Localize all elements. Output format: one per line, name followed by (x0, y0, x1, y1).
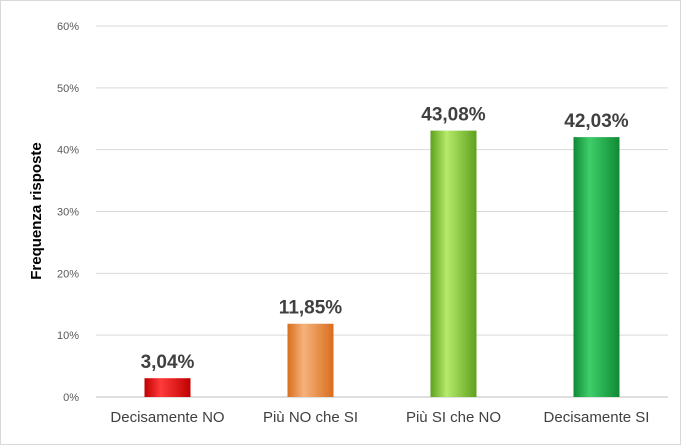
category-label-1: Decisamente NO (110, 409, 224, 426)
category-label-4: Decisamente SI (544, 409, 650, 426)
y-tick-label: 50% (57, 83, 79, 95)
category-label-3: Più SI che NO (406, 409, 501, 426)
y-tick-label: 20% (57, 268, 79, 280)
bar-2 (287, 323, 334, 397)
labels: 0% 10% 20% 30% 40% 50% 60% 3,04% Decisamente NO 1… (57, 21, 649, 426)
bar-4 (573, 137, 620, 397)
y-tick-label: 10% (57, 330, 79, 342)
y-axis-title: Frequenza risposte (28, 142, 45, 280)
y-tick-label: 40% (57, 145, 79, 157)
y-tick-label: 30% (57, 207, 79, 219)
data-label-3: 43,08% (421, 105, 486, 126)
bar-3 (430, 130, 477, 397)
gridlines (96, 25, 668, 398)
bar-1 (144, 378, 191, 397)
category-label-2: Più NO che SI (263, 409, 358, 426)
data-label-4: 42,03% (564, 111, 629, 132)
bars (144, 130, 620, 397)
y-tick-label: 60% (57, 21, 79, 33)
y-tick-label: 0% (63, 392, 79, 404)
data-label-2: 11,85% (279, 298, 342, 319)
data-label-1: 3,04% (141, 352, 195, 373)
